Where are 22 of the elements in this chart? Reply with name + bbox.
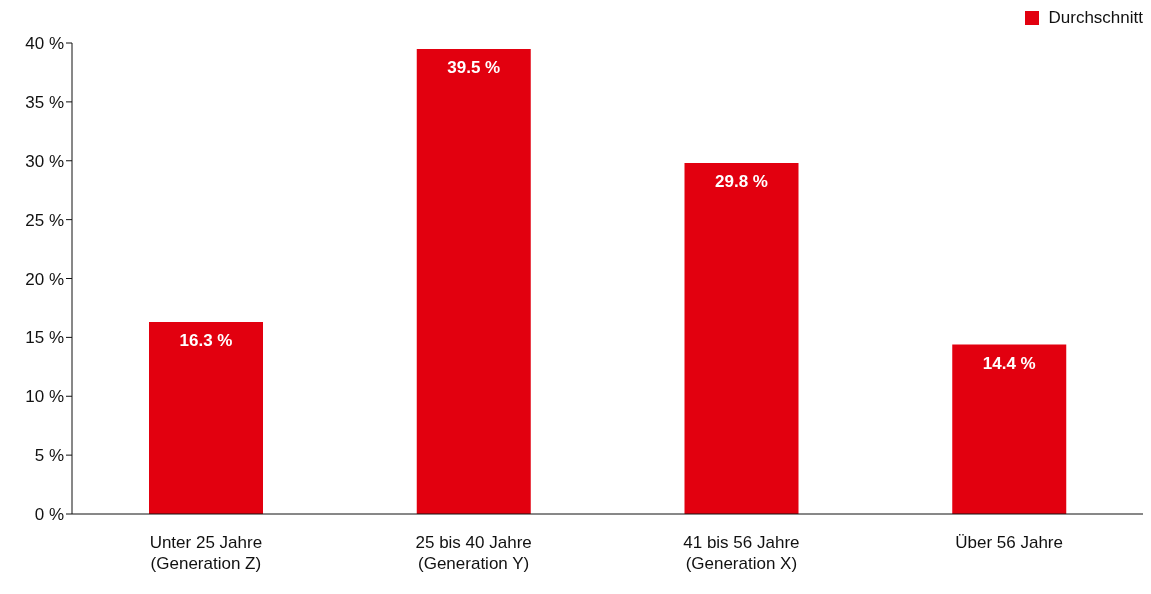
x-tick-label: Unter 25 Jahre (Generation Z): [149, 533, 263, 573]
bar: [952, 344, 1067, 514]
y-tick-label: 35 %: [25, 92, 64, 112]
data-label: 16.3 %: [179, 331, 233, 351]
x-tick-label: 25 bis 40 Jahre (Generation Y): [415, 533, 532, 573]
data-label: 14.4 %: [982, 353, 1036, 373]
y-tick-label: 10 %: [25, 387, 64, 407]
bar: [416, 48, 531, 514]
bar: [684, 163, 799, 514]
y-tick-label: 25 %: [25, 210, 64, 230]
y-tick-label: 0 %: [34, 505, 64, 525]
x-tick-label: Über 56 Jahre: [955, 533, 1063, 552]
legend-label: Durchschnitt: [1047, 8, 1143, 28]
y-tick-label: 20 %: [25, 269, 64, 289]
y-tick-label: 40 %: [25, 34, 64, 54]
x-tick-label: 41 bis 56 Jahre (Generation X): [683, 533, 800, 573]
y-tick-label: 30 %: [25, 151, 64, 171]
data-label: 39.5 %: [447, 57, 501, 77]
bar: [149, 322, 263, 514]
data-label: 29.8 %: [715, 172, 768, 192]
y-tick-label: 5 %: [34, 446, 64, 466]
y-tick-label: 15 %: [25, 328, 64, 348]
